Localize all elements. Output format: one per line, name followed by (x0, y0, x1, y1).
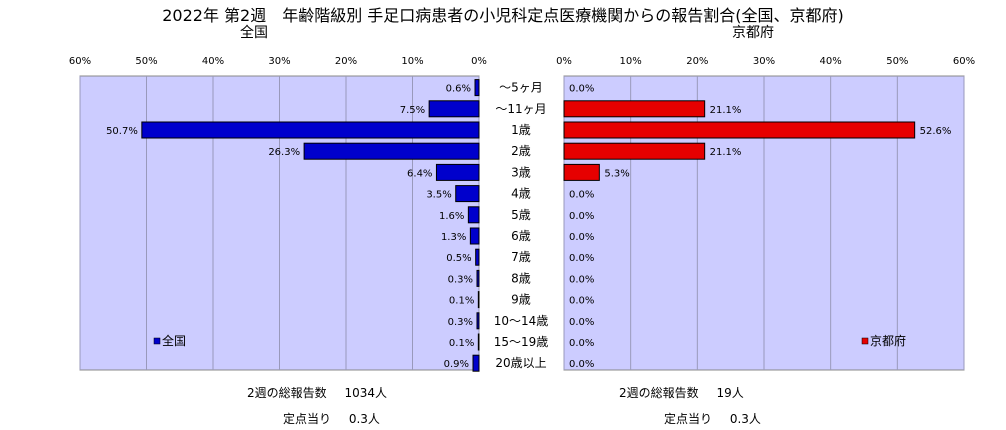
national-bar (476, 269, 480, 287)
national-bar (455, 185, 480, 203)
kyoto-total-label: 2週の総報告数 (619, 386, 699, 400)
national-data-label: 1.3% (441, 232, 466, 243)
national-bar (476, 312, 480, 330)
kyoto-tick-label: 60% (953, 56, 975, 67)
national-per-value: 0.3人 (348, 412, 380, 426)
national-data-label: 0.1% (449, 338, 474, 349)
kyoto-data-label: 0.0% (569, 253, 594, 264)
national-bar (435, 163, 480, 181)
kyoto-data-label: 0.0% (569, 274, 594, 285)
category-label: 3歳 (511, 165, 531, 179)
kyoto-data-label: 0.0% (569, 190, 594, 201)
national-bar (477, 333, 480, 351)
national-per-label: 定点当り (283, 412, 332, 426)
category-label: 20歳以上 (495, 356, 546, 370)
national-data-label: 26.3% (268, 147, 300, 158)
national-legend-label: 全国 (162, 333, 186, 348)
category-label: 1歳 (511, 123, 531, 137)
kyoto-bar (563, 142, 706, 160)
category-label: 8歳 (511, 271, 531, 285)
kyoto-bar (563, 100, 706, 118)
kyoto-legend-swatch (861, 337, 869, 345)
national-data-label: 50.7% (106, 126, 138, 137)
national-bar (475, 248, 480, 266)
kyoto-data-label: 0.0% (569, 232, 594, 243)
category-label: ～11ヶ月 (495, 102, 546, 116)
kyoto-per-label: 定点当り (664, 412, 713, 426)
kyoto-tick-label: 40% (820, 56, 842, 67)
national-data-label: 6.4% (407, 168, 432, 179)
national-total-value: 1034人 (344, 386, 388, 400)
national-bar (303, 142, 480, 160)
kyoto-data-label: 21.1% (710, 105, 742, 116)
national-total-label: 2週の総報告数 (247, 386, 327, 400)
kyoto-bar (563, 163, 600, 181)
national-data-label: 0.3% (448, 317, 473, 328)
national-bar (474, 79, 480, 97)
kyoto-data-label: 21.1% (710, 147, 742, 158)
kyoto-data-label: 0.0% (569, 211, 594, 222)
kyoto-data-label: 52.6% (920, 126, 952, 137)
national-data-label: 3.5% (426, 190, 451, 201)
category-label: 4歳 (511, 187, 531, 201)
kyoto-total-value: 19人 (716, 386, 744, 400)
category-label: 7歳 (511, 250, 531, 264)
kyoto-bar (563, 121, 916, 139)
national-tick-label: 0% (471, 56, 487, 67)
national-data-label: 0.3% (448, 274, 473, 285)
chart-title: 2022年 第2週 年齢階級別 手足口病患者の小児科定点医療機関からの報告割合(… (162, 6, 844, 25)
national-data-label: 0.9% (444, 359, 469, 370)
national-data-label: 0.5% (446, 253, 471, 264)
national-legend-swatch (153, 337, 161, 345)
kyoto-tick-label: 30% (753, 56, 775, 67)
kyoto-data-label: 0.0% (569, 84, 594, 95)
national-bar (472, 354, 480, 372)
national-subtitle: 全国 (240, 25, 268, 41)
national-tick-label: 50% (135, 56, 157, 67)
kyoto-data-label: 0.0% (569, 338, 594, 349)
kyoto-data-label: 0.0% (569, 296, 594, 307)
kyoto-tick-label: 0% (556, 56, 572, 67)
national-bar (469, 227, 480, 245)
national-tick-label: 10% (401, 56, 423, 67)
kyoto-tick-label: 10% (620, 56, 642, 67)
kyoto-legend-label: 京都府 (870, 333, 906, 348)
national-bar (141, 121, 480, 139)
kyoto-per-value: 0.3人 (729, 412, 761, 426)
kyoto-data-label: 5.3% (604, 168, 629, 179)
national-tick-label: 40% (202, 56, 224, 67)
category-label: 5歳 (511, 208, 531, 222)
national-tick-label: 30% (268, 56, 290, 67)
national-tick-label: 20% (335, 56, 357, 67)
category-label: 6歳 (511, 229, 531, 243)
category-label: 10～14歳 (494, 314, 549, 328)
category-label: ～5ヶ月 (499, 81, 543, 95)
kyoto-tick-label: 20% (686, 56, 708, 67)
national-data-label: 0.1% (449, 296, 474, 307)
kyoto-subtitle: 京都府 (732, 25, 774, 41)
national-tick-label: 60% (69, 56, 91, 67)
national-bar (428, 100, 480, 118)
category-label: 9歳 (511, 293, 531, 307)
kyoto-data-label: 0.0% (569, 359, 594, 370)
national-data-label: 7.5% (400, 105, 425, 116)
category-label: 15～19歳 (494, 335, 549, 349)
category-label: 2歳 (511, 144, 531, 158)
national-bar (477, 291, 480, 309)
national-bar (467, 206, 480, 224)
national-data-label: 0.6% (446, 84, 471, 95)
national-data-label: 1.6% (439, 211, 464, 222)
kyoto-tick-label: 50% (886, 56, 908, 67)
kyoto-data-label: 0.0% (569, 317, 594, 328)
